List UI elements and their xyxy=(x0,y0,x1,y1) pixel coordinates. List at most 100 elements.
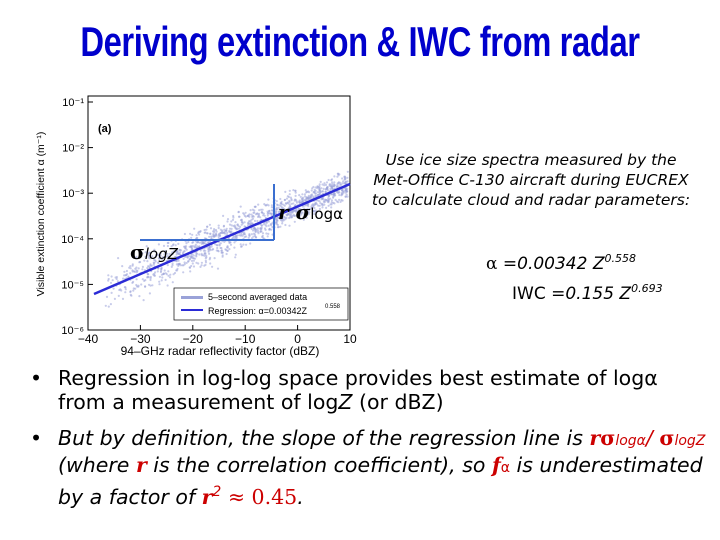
scatter-point xyxy=(340,199,343,202)
scatter-point xyxy=(295,201,298,204)
scatter-point xyxy=(251,214,254,217)
scatter-point xyxy=(231,218,235,221)
scatter-point xyxy=(317,199,320,202)
scatter-point xyxy=(263,203,266,206)
scatter-point xyxy=(157,261,160,264)
scatter-point xyxy=(207,248,210,251)
scatter-point xyxy=(157,243,160,246)
scatter-point xyxy=(294,191,297,194)
scatter-point xyxy=(300,213,303,216)
scatter-point xyxy=(329,197,332,200)
scatter-point xyxy=(183,261,186,264)
scatter-point xyxy=(144,251,147,254)
scatter-point xyxy=(147,256,150,259)
scatter-point xyxy=(164,255,167,258)
scatter-point xyxy=(185,242,188,245)
y-tick-labels: 10⁻¹ 10⁻² 10⁻³ 10⁻⁴ 10⁻⁵ 10⁻⁶ xyxy=(61,97,93,337)
scatter-point xyxy=(199,230,202,233)
scatter-point xyxy=(147,283,151,286)
scatter-point xyxy=(178,248,181,252)
scatter-point xyxy=(323,184,326,187)
scatter-point xyxy=(198,253,201,256)
scatter-point xyxy=(241,234,244,237)
scatter-point xyxy=(319,202,322,205)
scatter-point xyxy=(153,258,156,261)
scatter-point xyxy=(322,187,325,190)
scatter-point xyxy=(184,245,188,248)
scatter-point xyxy=(218,234,222,237)
x-tick-label: 10 xyxy=(343,332,357,346)
scatter-point xyxy=(226,220,229,223)
scatter-point xyxy=(121,297,125,300)
scatter-point xyxy=(161,276,164,279)
scatter-point xyxy=(231,237,234,240)
scatter-point xyxy=(104,304,107,307)
scatter-point xyxy=(267,224,270,227)
scatter-point xyxy=(307,194,310,197)
scatter-point xyxy=(280,219,283,222)
scatter-point xyxy=(202,249,205,252)
scatter-point xyxy=(173,255,176,259)
scatter-point xyxy=(124,288,127,291)
scatter-point xyxy=(246,214,249,217)
scatter-point xyxy=(219,242,222,245)
scatter-point xyxy=(340,183,343,186)
scatter-point xyxy=(324,183,328,186)
scatter-point xyxy=(321,206,324,209)
scatter-point xyxy=(179,251,182,254)
scatter-point xyxy=(238,227,241,230)
scatter-point xyxy=(250,237,254,240)
scatter-point xyxy=(294,194,297,197)
scatter-point xyxy=(215,234,218,237)
scatter-point xyxy=(199,249,202,252)
scatter-point xyxy=(234,235,237,238)
scatter-point xyxy=(329,185,332,188)
legend-scatter-swatch xyxy=(181,296,203,299)
legend-scatter-label: 5–second averaged data xyxy=(208,292,307,302)
scatter-point xyxy=(304,189,307,192)
scatter-point xyxy=(219,231,222,234)
scatter-point xyxy=(215,232,218,235)
scatter-point xyxy=(298,194,301,197)
scatter-point xyxy=(286,202,289,205)
y-tick-label: 10⁻² xyxy=(62,143,84,155)
scatter-point xyxy=(303,193,306,196)
scatter-point xyxy=(198,241,201,244)
scatter-point xyxy=(207,250,210,253)
scatter-point xyxy=(327,201,330,204)
scatter-point xyxy=(197,230,200,233)
y-tick-label: 10⁻³ xyxy=(62,188,84,200)
x-tick-label: −10 xyxy=(235,332,256,346)
scatter-point xyxy=(171,264,174,267)
scatter-point xyxy=(167,270,170,273)
scatter-point xyxy=(318,207,321,211)
scatter-point xyxy=(288,224,291,227)
scatter-point xyxy=(110,291,113,294)
scatter-point xyxy=(260,211,263,214)
scatter-point xyxy=(268,209,271,213)
scatter-point xyxy=(171,251,174,254)
scatter-point xyxy=(341,188,344,191)
scatter-point xyxy=(188,245,191,248)
scatter-point xyxy=(323,182,326,185)
scatter-point xyxy=(228,229,231,233)
scatter-point xyxy=(339,200,342,203)
scatter-point xyxy=(327,195,330,198)
scatter-point xyxy=(259,230,262,233)
scatter-point xyxy=(335,186,339,189)
scatter-point xyxy=(339,181,342,184)
scatter-point xyxy=(326,186,329,189)
scatter-point xyxy=(271,225,274,229)
scatter-point xyxy=(200,240,203,244)
scatter-point xyxy=(306,208,309,211)
scatter-point xyxy=(289,196,292,199)
scatter-point xyxy=(267,198,270,201)
scatter-point xyxy=(288,213,291,216)
x-tick-label: −20 xyxy=(183,332,204,346)
scatter-point xyxy=(160,279,163,282)
scatter-point xyxy=(222,214,225,217)
scatter-point xyxy=(209,262,212,265)
scatter-point xyxy=(240,219,243,222)
scatter-point xyxy=(153,250,156,253)
scatter-point xyxy=(192,265,196,268)
